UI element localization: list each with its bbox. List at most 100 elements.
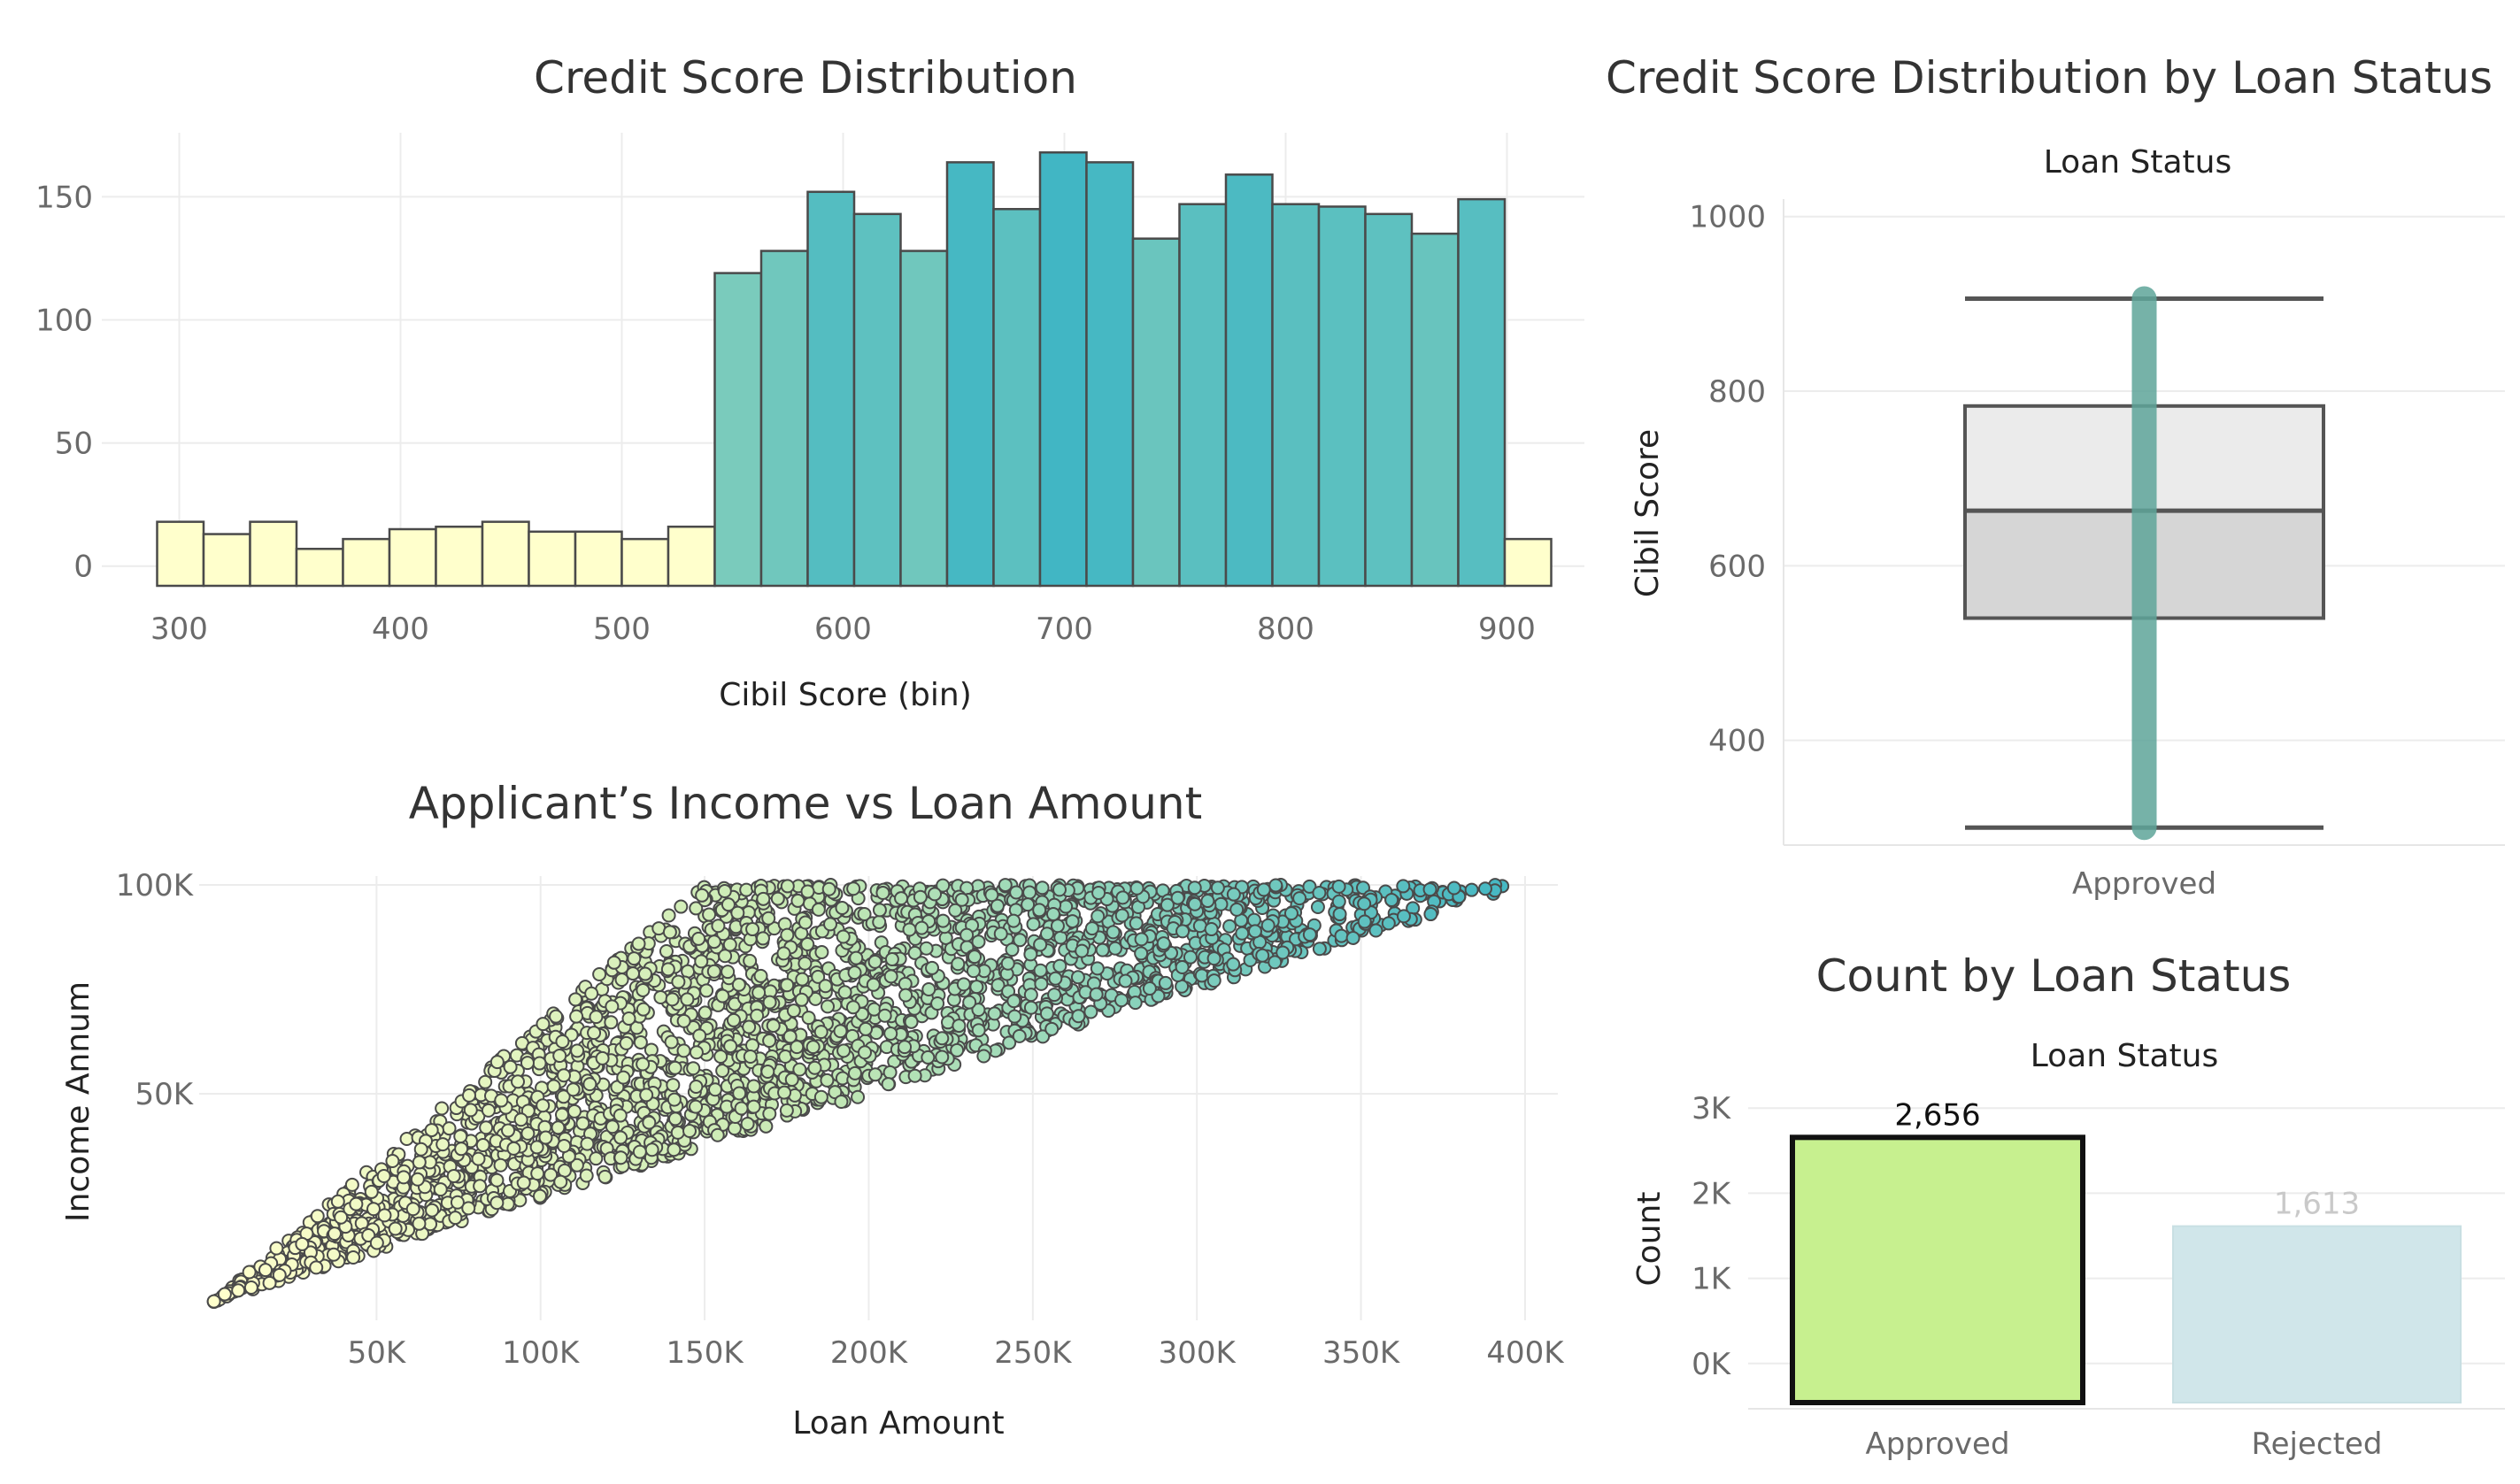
scatter-point bbox=[446, 1168, 461, 1183]
scatter-point bbox=[813, 1089, 828, 1104]
scatter-point bbox=[532, 1188, 547, 1203]
scatter-point bbox=[413, 1142, 428, 1157]
scatter-point bbox=[1134, 946, 1149, 961]
scatter-point bbox=[881, 1077, 896, 1092]
scatter-point bbox=[689, 1045, 704, 1060]
scatter-point bbox=[376, 1168, 391, 1183]
scatter-point bbox=[998, 878, 1013, 893]
histogram-bar bbox=[249, 520, 298, 588]
scatter-point bbox=[369, 1235, 384, 1250]
scatter-point bbox=[808, 991, 823, 1006]
scatter-point bbox=[1175, 924, 1191, 939]
scatter-x-tick: 50K bbox=[348, 1335, 407, 1371]
scatter-point bbox=[667, 1111, 682, 1126]
scatter-point bbox=[691, 931, 706, 946]
scatter-point bbox=[858, 1045, 873, 1060]
histogram-bar bbox=[852, 212, 902, 588]
scatter-point bbox=[1226, 957, 1241, 972]
scatter-point bbox=[877, 1008, 892, 1023]
scatter-point bbox=[956, 977, 971, 992]
scatter-point bbox=[520, 1056, 535, 1071]
scatter-point bbox=[1013, 933, 1028, 948]
scatter-point bbox=[715, 1064, 730, 1079]
scatter-point bbox=[872, 903, 887, 918]
scatter-point bbox=[1033, 963, 1048, 978]
count-bars: 2,656 Approved 1,613 Rejected bbox=[1790, 1097, 2462, 1462]
count-y-tick: 1K bbox=[1692, 1262, 1732, 1297]
scatter-point bbox=[616, 1070, 631, 1085]
scatter-point bbox=[762, 1106, 777, 1121]
scatter-point bbox=[913, 889, 928, 904]
scatter-point bbox=[633, 1034, 648, 1050]
scatter-point bbox=[595, 1050, 610, 1065]
scatter-point bbox=[1035, 880, 1050, 896]
scatter-point bbox=[1070, 970, 1085, 985]
scatter-point bbox=[310, 1209, 325, 1224]
scatter-point bbox=[1187, 880, 1202, 896]
scatter-point bbox=[385, 1153, 400, 1168]
histogram-bar bbox=[806, 190, 856, 588]
scatter-point bbox=[1222, 919, 1237, 934]
scatter-point bbox=[1114, 993, 1129, 1008]
scatter-point bbox=[779, 1103, 794, 1118]
scatter-point bbox=[811, 969, 826, 984]
scatter-point bbox=[692, 1028, 707, 1043]
count-panel: Count by Loan Status Loan Status 2,656 Ap… bbox=[1631, 950, 2505, 1462]
boxplot-y-tick: 600 bbox=[1708, 549, 1766, 584]
scatter-point bbox=[746, 1079, 761, 1094]
scatter-point bbox=[867, 954, 882, 969]
scatter-point bbox=[1039, 927, 1054, 942]
scatter-point bbox=[710, 1127, 725, 1142]
scatter-point bbox=[506, 1141, 521, 1156]
scatter-point bbox=[1332, 907, 1347, 922]
scatter-point bbox=[883, 969, 898, 984]
scatter-point bbox=[762, 995, 777, 1010]
scatter-point bbox=[632, 1144, 647, 1159]
scatter-point bbox=[790, 893, 805, 908]
scatter-point bbox=[644, 1142, 659, 1157]
scatter-point bbox=[699, 983, 714, 998]
scatter-point bbox=[740, 1116, 755, 1131]
histogram-y-tick: 50 bbox=[55, 427, 93, 462]
scatter-point bbox=[1268, 878, 1283, 893]
scatter-point bbox=[346, 1250, 361, 1265]
histogram-bar bbox=[1317, 205, 1367, 588]
histogram-bar bbox=[1085, 161, 1135, 588]
scatter-point bbox=[967, 950, 982, 965]
scatter-point bbox=[907, 1068, 922, 1083]
histogram-title: Credit Score Distribution bbox=[534, 52, 1077, 104]
scatter-point bbox=[707, 1082, 722, 1097]
scatter-point bbox=[412, 1155, 427, 1170]
scatter-point bbox=[780, 927, 795, 942]
scatter-point bbox=[481, 1103, 496, 1118]
scatter-point bbox=[867, 1067, 882, 1082]
scatter-point bbox=[366, 1202, 381, 1217]
scatter-point bbox=[327, 1226, 342, 1242]
scatter-point bbox=[786, 1003, 801, 1019]
scatter-point bbox=[1292, 891, 1307, 906]
scatter-point bbox=[1384, 892, 1399, 907]
boxplot-x-tick: Approved bbox=[2072, 866, 2216, 902]
scatter-point bbox=[680, 992, 695, 1007]
scatter-point bbox=[935, 1031, 950, 1046]
scatter-point bbox=[579, 1168, 594, 1183]
scatter-point bbox=[397, 1170, 412, 1185]
scatter-point bbox=[966, 964, 981, 979]
scatter-point bbox=[636, 1057, 651, 1072]
scatter-point bbox=[580, 1136, 595, 1151]
scatter-point bbox=[760, 1064, 775, 1079]
scatter-point bbox=[1090, 961, 1105, 976]
histogram-bar bbox=[713, 272, 763, 588]
scatter-point bbox=[971, 1003, 986, 1018]
count-y-tick: 3K bbox=[1692, 1091, 1732, 1126]
scatter-point bbox=[971, 1023, 986, 1038]
scatter-point bbox=[759, 1119, 774, 1134]
scatter-point bbox=[883, 1026, 898, 1042]
scatter-point bbox=[1194, 968, 1209, 983]
histogram-bar bbox=[759, 250, 809, 588]
scatter-point bbox=[919, 941, 934, 956]
count-x-tick: Approved bbox=[1865, 1426, 2009, 1462]
histogram-bar bbox=[1364, 212, 1414, 588]
scatter-point bbox=[1052, 882, 1067, 897]
